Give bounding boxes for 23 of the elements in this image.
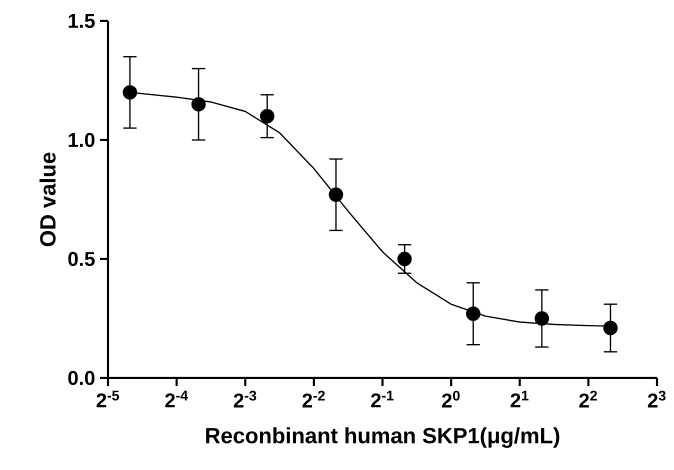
y-tick-label: 0.0: [68, 370, 94, 386]
y-tick-label: 0.5: [68, 252, 95, 266]
x-tick-label: 2$^{3}$: [648, 390, 666, 408]
y-axis-title: OD value: [40, 152, 56, 246]
point: [328, 188, 344, 202]
x-tick-label: 2$^{-4}$: [165, 390, 188, 408]
x-axis-title: Reconbinant human SKP1(μg/mL): [206, 427, 560, 448]
y-tick-label: 1.0: [68, 132, 94, 148]
point: [397, 252, 412, 266]
point: [191, 97, 206, 112]
x-tick-label: 2$^{2}$: [579, 390, 597, 408]
point: [534, 311, 550, 326]
x-tick-label: 2$^{0}$: [442, 390, 460, 408]
x-tick-label: 2$^{1}$: [510, 390, 528, 408]
point: [603, 320, 618, 336]
point: [466, 306, 480, 321]
point: [260, 108, 274, 124]
x-tick-label: 2$^{-5}$: [96, 390, 120, 408]
point: [122, 85, 138, 100]
x-tick-label: 2$^{-1}$: [371, 390, 394, 408]
x-tick-label: 2$^{-2}$: [302, 390, 325, 408]
x-tick-label: 2$^{-3}$: [234, 390, 256, 408]
y-tick-label: 1.5: [68, 14, 95, 28]
